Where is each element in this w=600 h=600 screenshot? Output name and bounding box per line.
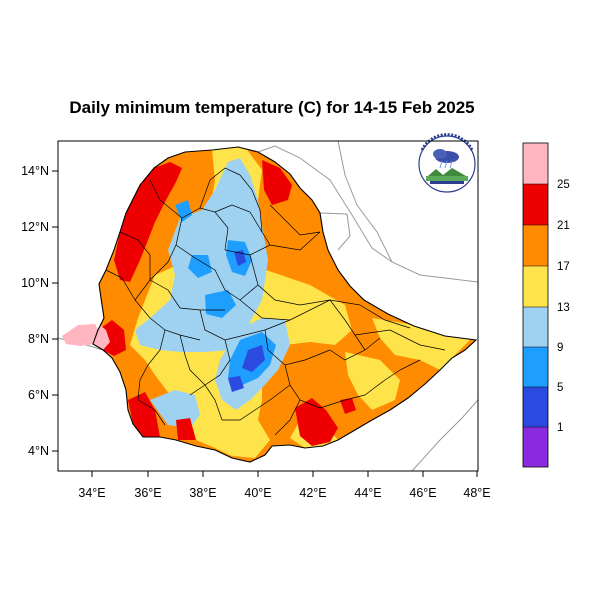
legend-swatch-blue [523, 347, 548, 387]
legend-swatch-pink [523, 143, 548, 184]
legend-label: 5 [557, 382, 563, 394]
country-outline [92, 146, 478, 463]
legend-swatch-red [523, 184, 548, 225]
lat-tick-label: 8°N [28, 332, 49, 346]
meteorology-agency-logo [418, 133, 476, 193]
color-legend: 25 21 17 13 9 5 1 [522, 142, 570, 468]
map-title: Daily minimum temperature (C) for 14-15 … [69, 98, 474, 117]
lon-tick-label: 36°E [134, 486, 161, 500]
lon-tick-labels: 34°E 36°E 38°E 40°E 42°E 44°E 46°E 48°E [78, 486, 490, 500]
legend-label: 25 [557, 179, 570, 191]
lon-tick-label: 46°E [409, 486, 436, 500]
legend-label: 17 [557, 261, 570, 273]
legend-swatch-purple [523, 427, 548, 467]
axis-ticks [52, 170, 478, 477]
lat-tick-labels: 14°N 12°N 10°N 8°N 6°N 4°N [21, 164, 49, 458]
plot-frame [57, 140, 479, 472]
legend-swatch-yellow [523, 266, 548, 307]
lat-tick-label: 6°N [28, 388, 49, 402]
lat-tick-label: 4°N [28, 444, 49, 458]
legend-label: 21 [557, 220, 570, 232]
legend-swatch-orange [523, 225, 548, 266]
neighbor-borders [57, 140, 479, 472]
lat-tick-label: 10°N [21, 276, 49, 290]
legend-label: 13 [557, 302, 570, 314]
lon-tick-label: 38°E [189, 486, 216, 500]
lat-tick-label: 14°N [21, 164, 49, 178]
lon-tick-label: 44°E [354, 486, 381, 500]
lon-tick-label: 48°E [463, 486, 490, 500]
lon-tick-label: 34°E [78, 486, 105, 500]
lon-tick-label: 42°E [299, 486, 326, 500]
legend-swatch-darkblue [523, 387, 548, 427]
pink-region-west [62, 324, 100, 346]
legend-label: 9 [557, 342, 563, 354]
legend-frame [522, 142, 549, 468]
zone-boundaries [105, 167, 446, 436]
legend-swatch-lightblue [523, 307, 548, 347]
lon-tick-label: 40°E [244, 486, 271, 500]
legend-label: 1 [557, 422, 563, 434]
lat-tick-label: 12°N [21, 220, 49, 234]
